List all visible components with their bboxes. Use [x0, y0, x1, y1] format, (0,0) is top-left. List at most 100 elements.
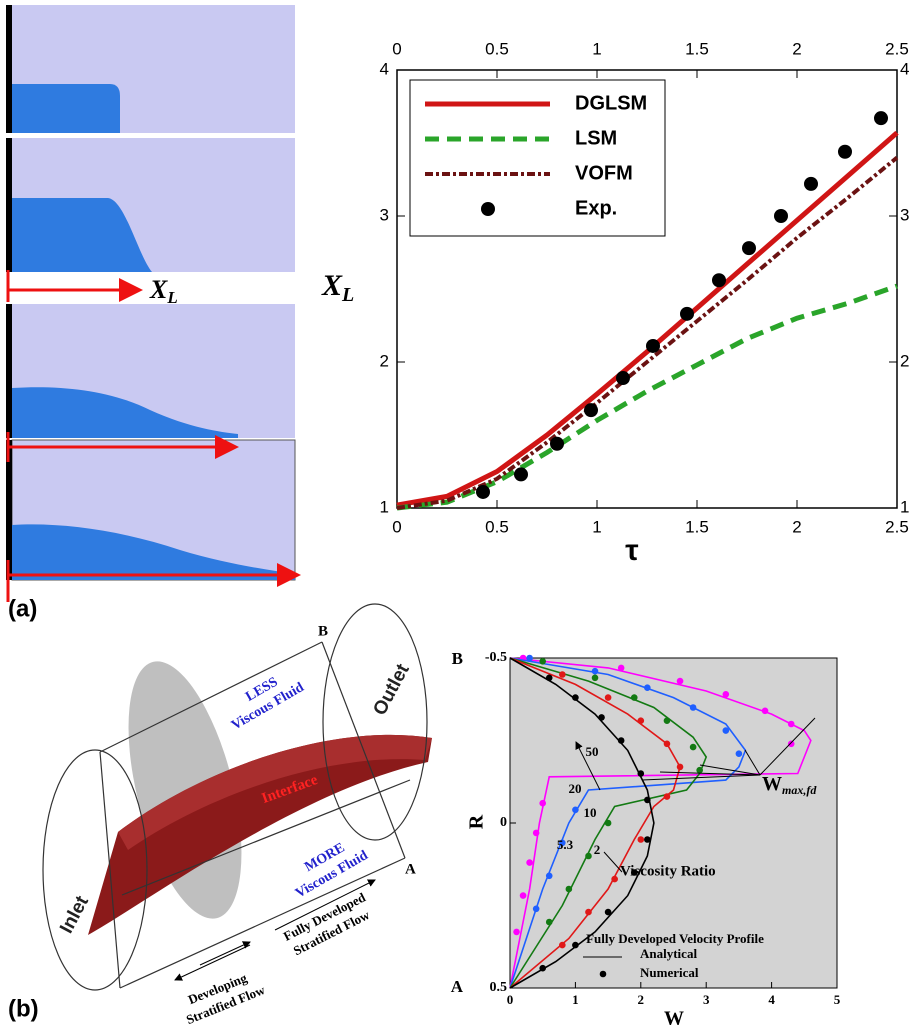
y2-tick-label: 4 [900, 59, 909, 78]
numerical-point [539, 658, 546, 665]
data-point [874, 111, 888, 125]
wmax-sub: max,fd [782, 783, 817, 797]
legend-label: LSM [575, 127, 617, 149]
xl-label: XL [149, 275, 178, 307]
data-point [616, 371, 630, 385]
numerical-point [546, 919, 553, 926]
legend-marker [600, 971, 607, 978]
numerical-point [585, 909, 592, 916]
numerical-point [605, 909, 612, 916]
data-point [476, 485, 490, 499]
numerical-point [664, 793, 671, 800]
numerical-point [690, 704, 697, 711]
legend-label: VOFM [575, 162, 633, 184]
numerical-point [723, 727, 730, 734]
x-tick-label: 2 [792, 517, 801, 536]
numerical-point [572, 694, 579, 701]
numerical-point [644, 684, 651, 691]
ratio-label: 2 [594, 842, 601, 857]
numerical-point [572, 942, 579, 949]
ratio-title: Viscosity Ratio [620, 863, 716, 879]
x-tick-label: 0 [392, 517, 401, 536]
y-label-sub: L [341, 284, 354, 306]
pipe-diagram: B A Outlet Inlet LESS Viscous Fluid Inte… [43, 604, 432, 1027]
numerical-point [539, 965, 546, 972]
panel-label: (b) [8, 995, 39, 1022]
end-label: B [452, 649, 463, 668]
legend-marker [481, 202, 495, 216]
numerical-point [638, 770, 645, 777]
flow-arrow [200, 942, 250, 965]
x2-tick-label: 2 [792, 39, 801, 58]
numerical-point [559, 942, 566, 949]
legend-label: Exp. [575, 197, 617, 219]
numerical-point [788, 721, 795, 728]
numerical-point [520, 892, 527, 899]
y-tick-label: 1 [380, 497, 389, 516]
outlet-label: Outlet [369, 660, 414, 719]
numerical-point [533, 906, 540, 913]
numerical-point [664, 741, 671, 748]
page: {"panel_labels": ["(a)", "(b)"], "simula… [0, 0, 911, 1032]
y2-tick-label: 3 [900, 205, 909, 224]
ratio-label: 5.3 [557, 837, 574, 852]
data-point [646, 339, 660, 353]
numerical-point [690, 744, 697, 751]
x-axis-label: W [664, 1008, 684, 1030]
x-tick-label: 4 [768, 992, 775, 1007]
x-tick-label: 5 [834, 992, 841, 1007]
x-tick-label: 0 [507, 992, 514, 1007]
y-axis-label: XL [321, 269, 354, 306]
numerical-point [644, 836, 651, 843]
figure: XL (a) (b) B A Outlet Inlet LESS Viscous… [0, 0, 911, 1032]
numerical-point [618, 665, 625, 672]
numerical-point [644, 797, 651, 804]
numerical-point [638, 717, 645, 724]
y-tick-label: 0 [500, 815, 507, 830]
x2-tick-label: 0.5 [485, 39, 509, 58]
legend-title: Fully Developed Velocity Profile [586, 931, 764, 946]
ratio-label: 20 [569, 781, 582, 796]
numerical-point [513, 929, 520, 936]
y-tick-label: 3 [380, 205, 389, 224]
y-tick-label: 0.5 [490, 980, 508, 995]
numerical-point [611, 876, 618, 883]
ratio-label: 10 [584, 805, 597, 820]
numerical-point [762, 708, 769, 715]
numerical-point [526, 655, 533, 662]
x2-tick-label: 1 [592, 39, 601, 58]
data-point [712, 273, 726, 287]
numerical-point [592, 675, 599, 682]
data-point [680, 307, 694, 321]
numerical-point [546, 873, 553, 880]
end-label: B [318, 623, 328, 639]
wall [6, 5, 12, 133]
x2-tick-label: 2.5 [885, 39, 909, 58]
numerical-point [592, 668, 599, 675]
numerical-point [618, 737, 625, 744]
numerical-point [605, 820, 612, 827]
numerical-point [539, 800, 546, 807]
legend-label: DGLSM [575, 92, 647, 114]
y2-tick-label: 2 [900, 351, 909, 370]
numerical-point [723, 691, 730, 698]
data-point [584, 403, 598, 417]
data-point [774, 209, 788, 223]
inlet-label: Inlet [56, 892, 93, 937]
numerical-point [546, 675, 553, 682]
ratio-label: 50 [586, 744, 599, 759]
y-tick-label: 2 [380, 351, 389, 370]
x-axis-label: τ [625, 534, 638, 567]
y2-tick-label: 1 [900, 497, 909, 516]
legend-label: Numerical [640, 965, 699, 980]
numerical-point [696, 767, 703, 774]
numerical-point [631, 694, 638, 701]
numerical-point [598, 714, 605, 721]
legend-label: Analytical [640, 946, 697, 961]
numerical-point [585, 853, 592, 860]
numerical-point [664, 717, 671, 724]
chart2: 012345-0.500.55020105.32Viscosity RatioW… [485, 650, 841, 1007]
outlet-ring [323, 604, 427, 840]
wall [6, 304, 12, 438]
data-point [804, 177, 818, 191]
